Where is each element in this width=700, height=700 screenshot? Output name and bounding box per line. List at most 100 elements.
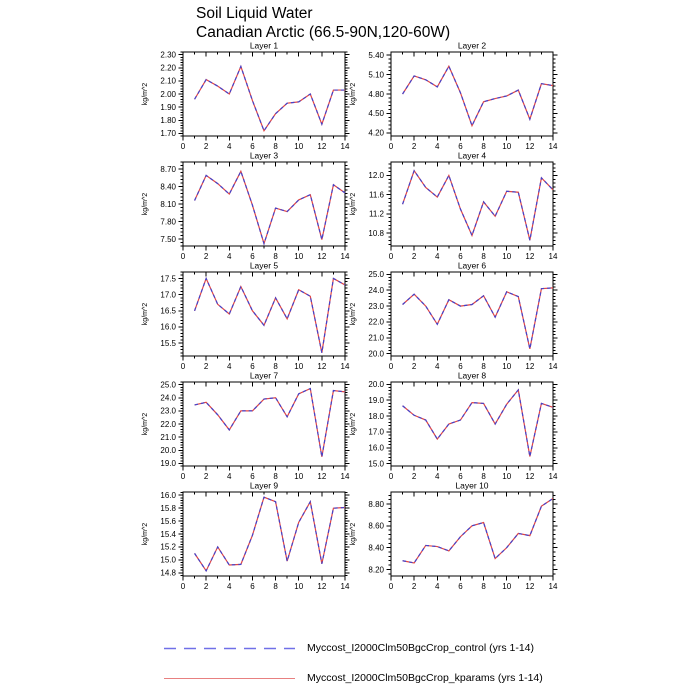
y-tick-label: 16.5	[160, 307, 176, 316]
x-tick-label: 0	[181, 472, 186, 481]
x-tick-label: 8	[481, 362, 486, 371]
x-tick-label: 6	[458, 252, 463, 261]
panel-title: Layer 9	[250, 481, 279, 491]
panels-chart: Layer 1 kg/m^2 1.70 1.80 1.90 2.00 2.10 2.20 2.3…	[142, 41, 558, 592]
control-series-line	[194, 64, 345, 133]
y-axis	[386, 163, 558, 246]
y-axis	[386, 273, 558, 355]
x-tick-label: 8	[481, 472, 486, 481]
x-tick-label: 6	[458, 472, 463, 481]
panel-layer-6: Layer 6 kg/m^2 20.0 21.0 22.0 23.0 24.0 25.0 0 2 4…	[350, 261, 558, 372]
control-series-line	[194, 276, 346, 353]
x-tick-label: 14	[341, 252, 350, 261]
y-axis	[386, 54, 558, 134]
x-tick-label: 0	[389, 362, 394, 371]
title-line-1: Soil Liquid Water	[196, 5, 313, 22]
x-tick-label: 2	[204, 362, 209, 371]
x-tick-label: 4	[227, 142, 232, 151]
x-tick-label: 0	[181, 582, 186, 591]
y-tick-label: 8.60	[368, 522, 384, 531]
y-tick-label: 12.0	[368, 171, 384, 180]
x-tick-label: 10	[502, 362, 511, 371]
x-tick-label: 14	[549, 362, 558, 371]
panel-title: Layer 6	[458, 261, 487, 271]
y-axis-label: kg/m^2	[142, 523, 149, 545]
x-tick-label: 2	[412, 472, 417, 481]
x-tick-label: 8	[273, 142, 278, 151]
y-axis	[386, 494, 558, 575]
x-tick-label: 2	[412, 582, 417, 591]
x-tick-label: 4	[227, 362, 232, 371]
x-tick-label: 8	[273, 472, 278, 481]
x-tick-label: 2	[412, 362, 417, 371]
control-series-line	[402, 498, 554, 564]
y-tick-label: 2.10	[160, 77, 176, 86]
y-tick-label: 17.5	[160, 274, 176, 283]
y-tick-label: 15.8	[160, 504, 176, 513]
plot-frame	[390, 381, 554, 467]
x-tick-label: 8	[481, 142, 486, 151]
y-axis-label: kg/m^2	[142, 413, 149, 435]
kparams-series-line	[402, 64, 554, 128]
legend-item-control: Myccost_I2000Clm50BgcCrop_control (yrs 1…	[163, 641, 534, 655]
panel-layer-3: Layer 3 kg/m^2 7.50 7.80 8.10 8.40 8.70 0 2 4 6 8 10…	[142, 151, 350, 262]
panel-layer-4: Layer 4 kg/m^2 10.8 11.2 11.6 12.0 0 2 4 6 8 10 12 14	[350, 151, 558, 262]
y-tick-label: 24.0	[160, 394, 176, 403]
y-tick-label: 21.0	[368, 334, 384, 343]
y-tick-label: 11.2	[369, 210, 385, 219]
y-tick-label: 17.0	[368, 428, 384, 437]
chart-title: Soil Liquid Water Canadian Arctic (66.5-…	[196, 4, 450, 42]
y-tick-label: 25.0	[160, 380, 176, 389]
y-axis-label: kg/m^2	[142, 83, 149, 105]
kparams-series-line	[194, 276, 346, 353]
x-tick-label: 6	[458, 362, 463, 371]
y-tick-label: 20.0	[368, 349, 384, 358]
panel-layer-1: Layer 1 kg/m^2 1.70 1.80 1.90 2.00 2.10 2.20 2.3…	[142, 41, 350, 152]
x-tick-label: 12	[525, 142, 534, 151]
y-tick-label: 23.0	[160, 407, 176, 416]
y-tick-label: 24.0	[368, 286, 384, 295]
y-tick-label: 2.30	[160, 50, 176, 59]
x-axis	[182, 492, 346, 581]
x-tick-label: 10	[294, 252, 303, 261]
x-tick-label: 4	[435, 252, 440, 261]
y-tick-label: 4.50	[368, 109, 384, 118]
x-tick-label: 12	[317, 252, 326, 261]
panel-title: Layer 8	[458, 371, 487, 381]
y-tick-label: 4.20	[368, 129, 384, 138]
y-tick-label: 1.90	[160, 103, 176, 112]
y-axis	[178, 381, 350, 467]
panel-layer-2: Layer 2 kg/m^2 4.20 4.50 4.80 5.10 5.40 0 2 4 6 8 10…	[350, 41, 558, 152]
y-tick-label: 7.50	[160, 235, 176, 244]
y-axis	[178, 51, 350, 137]
y-tick-label: 15.6	[160, 517, 176, 526]
panel-title: Layer 5	[250, 261, 279, 271]
x-tick-label: 0	[181, 252, 186, 261]
x-tick-label: 14	[341, 582, 350, 591]
x-tick-label: 12	[317, 142, 326, 151]
panel-layer-5: Layer 5 kg/m^2 15.5 16.0 16.5 17.0 17.5 0 2 4 6 8 10…	[142, 261, 350, 372]
x-tick-label: 14	[341, 472, 350, 481]
y-tick-label: 4.80	[368, 90, 384, 99]
title-line-2: Canadian Arctic (66.5-90N,120-60W)	[196, 24, 451, 41]
panel-layer-9: Layer 9 kg/m^2 14.8 15.0 15.2 15.4 15.6 15.8 16.…	[142, 481, 350, 592]
x-tick-label: 12	[525, 472, 534, 481]
y-tick-label: 15.0	[160, 556, 176, 565]
y-axis	[386, 383, 558, 465]
x-tick-label: 6	[458, 142, 463, 151]
x-tick-label: 14	[341, 362, 350, 371]
x-tick-label: 2	[412, 142, 417, 151]
plot-frame	[390, 51, 554, 137]
x-tick-label: 12	[525, 582, 534, 591]
x-tick-label: 8	[481, 252, 486, 261]
legend-item-kparams: Myccost_I2000Clm50BgcCrop_kparams (yrs 1…	[163, 671, 543, 685]
x-tick-label: 10	[502, 142, 511, 151]
x-tick-label: 6	[250, 252, 255, 261]
plot-frame	[182, 491, 346, 577]
x-tick-label: 12	[317, 472, 326, 481]
x-tick-label: 6	[250, 582, 255, 591]
panel-title: Layer 4	[458, 151, 487, 161]
y-tick-label: 25.0	[368, 270, 384, 279]
x-tick-label: 0	[389, 142, 394, 151]
y-tick-label: 21.0	[160, 433, 176, 442]
